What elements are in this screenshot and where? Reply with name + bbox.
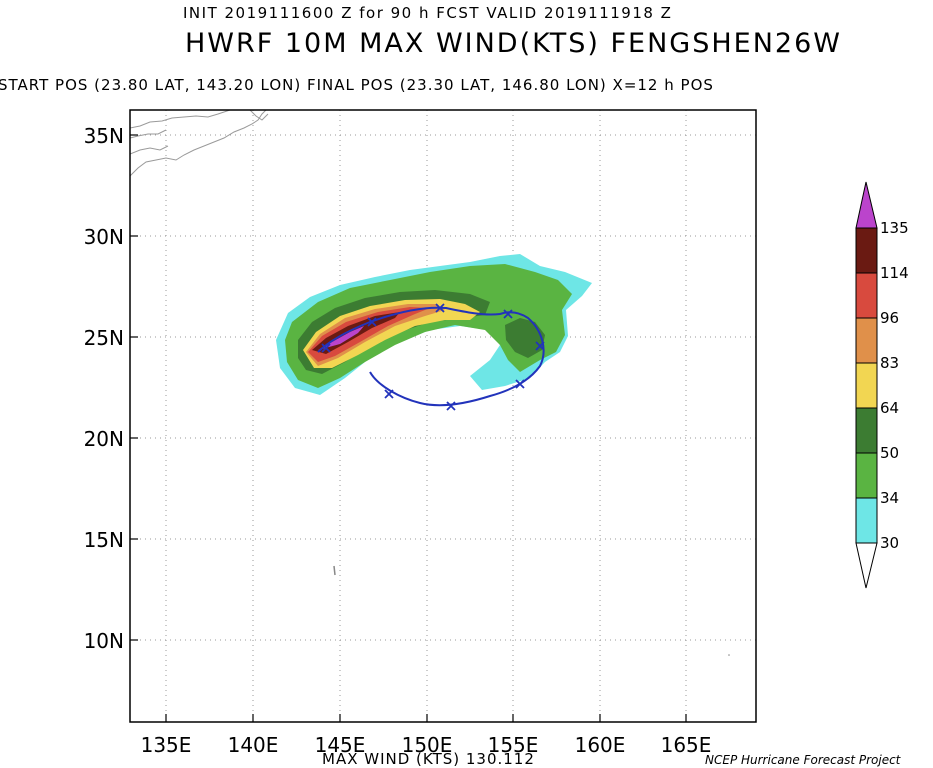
colorbar-label: 114: [880, 264, 909, 282]
track-x-marker: [446, 401, 456, 411]
storm-track-line: [317, 306, 545, 407]
track-markers: [321, 303, 545, 411]
colorbar: [855, 181, 878, 589]
position-line: START POS (23.80 LAT, 143.20 LON) FINAL …: [0, 76, 714, 94]
map-border: [129, 109, 757, 723]
colorbar-seg-34: [855, 452, 878, 499]
colorbar-seg-50: [855, 407, 878, 454]
colorbar-label: 30: [880, 534, 899, 552]
map-frame: [130, 110, 756, 722]
lon-label: 145E: [315, 733, 366, 757]
track-x-marker: [535, 341, 545, 351]
colorbar-label: 96: [880, 309, 899, 327]
track-x-marker: [367, 317, 377, 327]
colorbar-label: 83: [880, 354, 899, 372]
lat-label: 10N: [84, 629, 124, 653]
colorbar-seg-64: [855, 362, 878, 409]
swath-96kt: [308, 307, 430, 362]
colorbar-bottom-arrow: [855, 542, 878, 589]
colorbar-seg-83: [855, 317, 878, 364]
swath-50kt-east: [505, 318, 545, 358]
colorbar-label: 64: [880, 399, 899, 417]
longitude-labels: 135E 140E 145E 150E 155E 160E 165E: [141, 733, 712, 757]
track-x-marker: [515, 379, 525, 389]
lat-label: 30N: [84, 225, 124, 249]
colorbar-seg-114: [855, 227, 878, 274]
axis-ticks: [130, 134, 687, 722]
colorbar-seg-96: [855, 272, 878, 319]
lat-label: 35N: [84, 124, 124, 148]
colorbar-label: 50: [880, 444, 899, 462]
track-x-marker: [503, 309, 513, 319]
wind-swath: [276, 254, 592, 395]
lon-label: 165E: [661, 733, 712, 757]
lon-label: 160E: [575, 733, 626, 757]
lon-label: 135E: [141, 733, 192, 757]
small-island: [728, 654, 730, 656]
track-x-marker: [435, 303, 445, 313]
lon-label: 150E: [402, 733, 453, 757]
latitude-labels: 35N 30N 25N 20N 15N 10N: [84, 124, 124, 653]
swath-34kt: [285, 264, 572, 388]
colorbar-label: 135: [880, 219, 909, 237]
lat-label: 15N: [84, 528, 124, 552]
coastline-japan: [130, 110, 269, 177]
lon-label: 140E: [228, 733, 279, 757]
lat-label: 25N: [84, 326, 124, 350]
init-valid-line: INIT 2019111600 Z for 90 h FCST VALID 20…: [183, 4, 673, 22]
max-wind-footer: MAX WIND (KTS) 130.112: [322, 750, 535, 768]
plot-title: HWRF 10M MAX WIND(KTS) FENGSHEN26W: [185, 28, 842, 59]
colorbar-seg-30: [855, 497, 878, 544]
colorbar-label: 34: [880, 489, 899, 507]
track-x-marker: [384, 389, 394, 399]
track-x-marker: [321, 343, 331, 353]
colorbar-labels: 135 114 96 83 64 50 34 30: [880, 219, 909, 552]
colorbar-top-arrow: [855, 181, 878, 229]
gridlines: [130, 110, 756, 722]
lat-label: 20N: [84, 427, 124, 451]
lon-label: 155E: [488, 733, 539, 757]
small-island: [333, 565, 336, 576]
credit-footer: NCEP Hurricane Forecast Project: [705, 753, 901, 767]
